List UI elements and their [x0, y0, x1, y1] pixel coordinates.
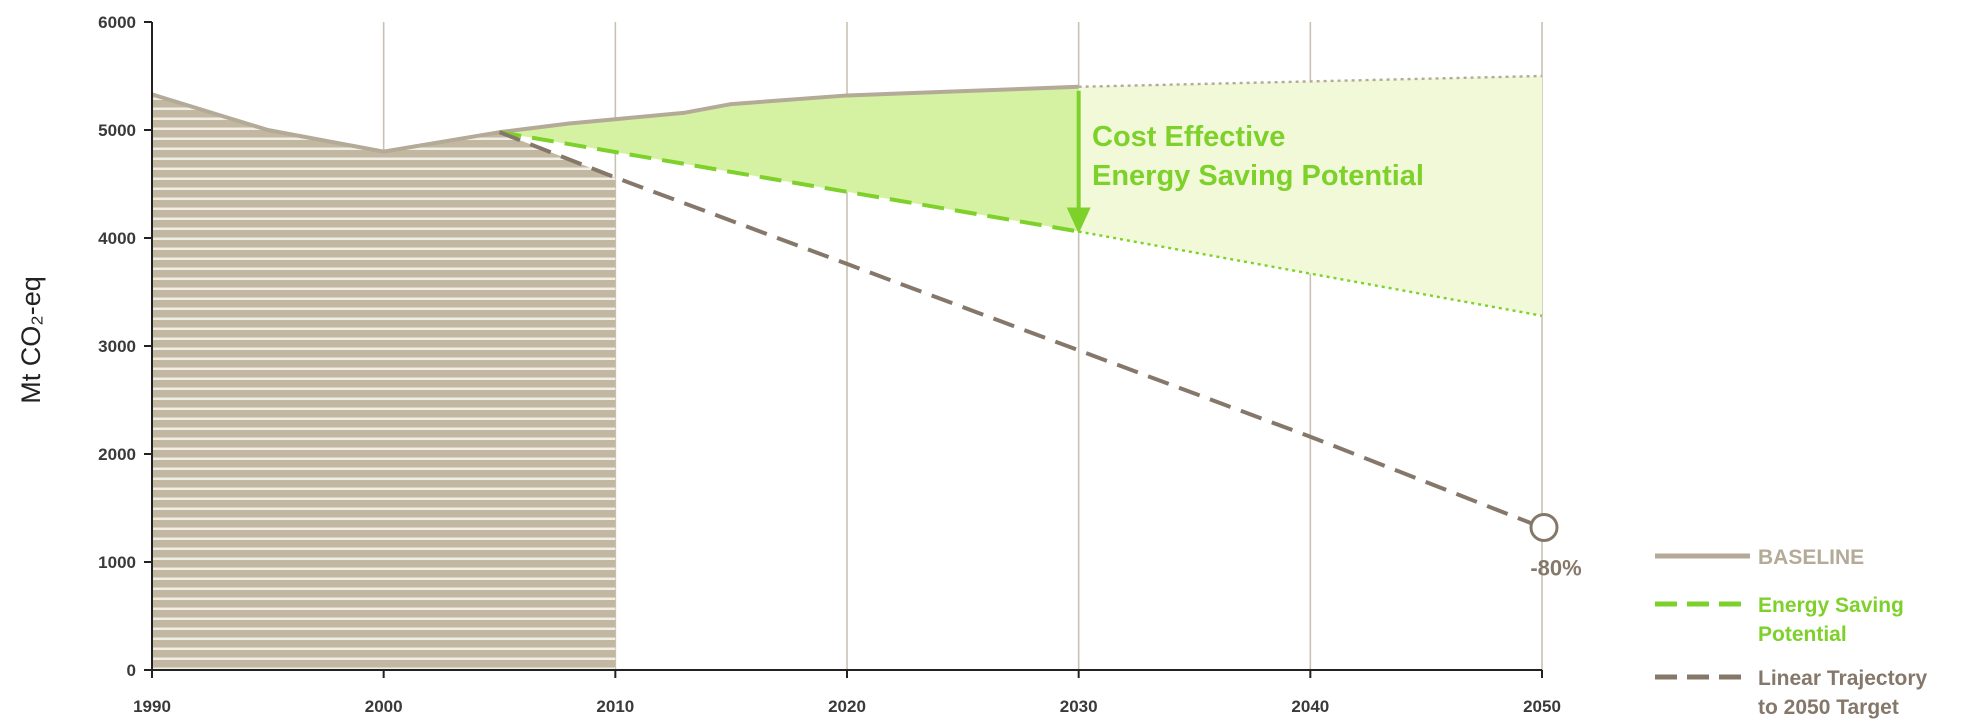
series-line-1	[1078, 74, 1543, 88]
y-tick-label-3000: 3000	[98, 337, 136, 356]
x-axis-ticks: 1990 2000 2010 2020 2030 2040 2050	[133, 670, 1561, 716]
future-saving-band	[1078, 76, 1542, 316]
target-label: -80%	[1530, 555, 1581, 580]
x-tick-label-2040: 2040	[1291, 697, 1329, 716]
y-tick-label-1000: 1000	[98, 553, 136, 572]
y-tick-label-2000: 2000	[98, 445, 136, 464]
x-tick-label-2000: 2000	[365, 697, 403, 716]
legend-label-1-0: Energy Saving	[1758, 594, 1904, 617]
y-tick-label-0: 0	[127, 661, 136, 680]
saving-annotation: Cost Effective Energy Saving Potential	[1092, 121, 1424, 192]
series-line-4	[498, 130, 1543, 530]
saving-title-line2: Energy Saving Potential	[1092, 160, 1424, 192]
x-tick-label-1990: 1990	[133, 697, 171, 716]
y-axis-ticks: 0 1000 2000 3000 4000 5000 6000	[98, 13, 152, 680]
legend-label-2-1: to 2050 Target	[1758, 696, 1899, 719]
series-line-0	[151, 84, 1079, 154]
legend-label-0-0: BASELINE	[1758, 546, 1864, 569]
target-circle	[1529, 512, 1559, 542]
saving-title-line1: Cost Effective	[1092, 121, 1285, 153]
historical-emissions-area	[152, 94, 616, 671]
legend-label-2-0: Linear Trajectory	[1758, 667, 1928, 690]
y-tick-label-5000: 5000	[98, 121, 136, 140]
series-line-3	[1078, 230, 1543, 317]
legend: BASELINE Energy Saving Potential Linear Tra…	[1655, 546, 1928, 719]
x-tick-label-2050: 2050	[1523, 697, 1561, 716]
x-tick-label-2020: 2020	[828, 697, 866, 716]
x-tick-label-2030: 2030	[1060, 697, 1098, 716]
saving-arrow-head	[1066, 207, 1091, 234]
y-tick-label-6000: 6000	[98, 13, 136, 32]
y-tick-label-4000: 4000	[98, 229, 136, 248]
y-axis-label: Mt CO₂-eq	[16, 276, 46, 404]
chart-areas	[152, 76, 1542, 671]
target-marker	[1529, 512, 1559, 542]
saving-potential-area	[499, 86, 1079, 232]
chart-lines	[151, 74, 1543, 530]
x-tick-label-2010: 2010	[596, 697, 634, 716]
legend-label-1-1: Potential	[1758, 623, 1847, 646]
